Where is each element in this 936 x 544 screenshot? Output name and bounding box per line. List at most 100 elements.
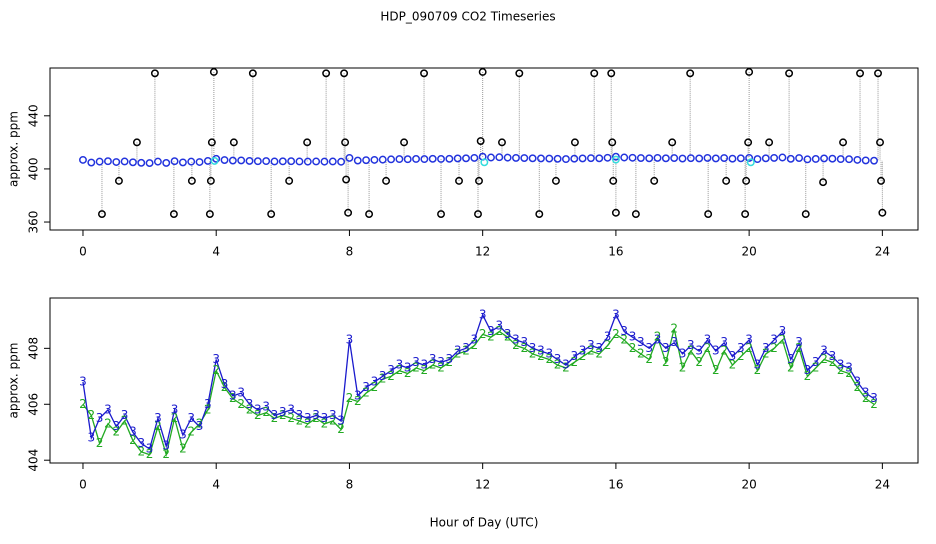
point: [229, 138, 238, 147]
point-marker: 2: [520, 341, 528, 355]
point: [320, 157, 329, 166]
point-marker: 2: [396, 363, 404, 377]
point: [353, 156, 362, 165]
point: [420, 69, 428, 78]
point: [653, 153, 662, 162]
point-marker: 3: [396, 358, 404, 372]
point-marker: 3: [121, 408, 129, 422]
point: [704, 210, 713, 219]
point-marker: 3: [404, 360, 412, 374]
point: [253, 157, 262, 166]
point-marker: 2: [487, 330, 495, 344]
point: [210, 157, 219, 165]
series-line: [82, 328, 875, 458]
point: [528, 154, 537, 163]
point: [803, 155, 812, 164]
point: [645, 154, 654, 163]
point: [285, 176, 294, 185]
x-tick-label: 4: [212, 478, 220, 492]
y-tick-label: 406: [27, 393, 41, 416]
point-marker: 2: [196, 416, 204, 430]
point-marker: 3: [271, 408, 279, 422]
point: [770, 153, 779, 162]
point: [87, 158, 96, 167]
point-marker: 2: [412, 360, 420, 374]
point: [711, 154, 720, 163]
point: [765, 138, 774, 147]
point: [395, 155, 404, 164]
point: [387, 155, 396, 164]
point-marker: 3: [837, 358, 845, 372]
point: [478, 68, 487, 76]
point-marker: 2: [179, 442, 187, 456]
point-marker: 2: [687, 344, 695, 358]
point-marker: 3: [737, 341, 745, 355]
point-marker: 2: [137, 444, 145, 458]
point: [856, 69, 864, 78]
point: [801, 210, 810, 219]
point: [678, 154, 687, 163]
point: [609, 176, 618, 185]
point: [220, 156, 229, 164]
point: [209, 68, 218, 76]
point-marker: 2: [162, 447, 170, 461]
point-marker: 2: [479, 327, 487, 341]
point-marker: 2: [387, 369, 395, 383]
point: [132, 138, 141, 147]
point: [170, 157, 179, 166]
point: [475, 176, 483, 185]
point: [98, 210, 106, 219]
point: [722, 176, 731, 185]
point: [153, 157, 162, 166]
point: [245, 157, 254, 165]
point-marker: 3: [704, 332, 712, 346]
point: [237, 156, 246, 165]
point-marker: 2: [212, 363, 220, 377]
point: [150, 69, 159, 78]
point-marker: 3: [312, 408, 320, 422]
point: [753, 155, 762, 164]
point: [79, 155, 87, 164]
point-marker: 2: [712, 363, 720, 377]
point-marker: 2: [762, 346, 770, 360]
point: [437, 155, 445, 163]
point-marker: 3: [346, 332, 354, 346]
point: [420, 155, 429, 164]
point: [545, 154, 554, 163]
point: [608, 138, 617, 147]
point: [839, 138, 848, 147]
point: [470, 153, 479, 162]
point-marker: 3: [804, 363, 812, 377]
point-marker: 2: [704, 341, 712, 355]
point-marker: 3: [629, 330, 637, 344]
point-marker: 3: [387, 363, 395, 377]
point: [628, 153, 637, 162]
point: [876, 138, 884, 147]
point-marker: 2: [504, 330, 512, 344]
point: [487, 153, 495, 162]
x-tick-label: 4: [212, 245, 220, 259]
point: [761, 154, 770, 163]
point-marker: 3: [679, 346, 687, 360]
y-tick-label: 440: [27, 104, 41, 127]
point-marker: 2: [637, 346, 645, 360]
point-marker: 2: [246, 402, 254, 416]
point: [670, 154, 679, 162]
point: [512, 153, 520, 162]
point-marker: 3: [529, 341, 537, 355]
point-marker: 3: [354, 388, 362, 402]
point-marker: 3: [204, 397, 212, 411]
point-marker: 3: [504, 327, 512, 341]
point: [203, 157, 212, 165]
point: [745, 68, 754, 76]
point: [403, 155, 412, 164]
point-marker: 2: [587, 344, 595, 358]
point-marker: 3: [262, 400, 270, 414]
point: [370, 155, 379, 164]
point: [114, 176, 123, 185]
point: [195, 158, 204, 166]
point-marker: 2: [146, 447, 154, 461]
point-marker: 2: [545, 352, 553, 366]
point: [819, 178, 828, 187]
x-tick-label: 24: [875, 478, 890, 492]
